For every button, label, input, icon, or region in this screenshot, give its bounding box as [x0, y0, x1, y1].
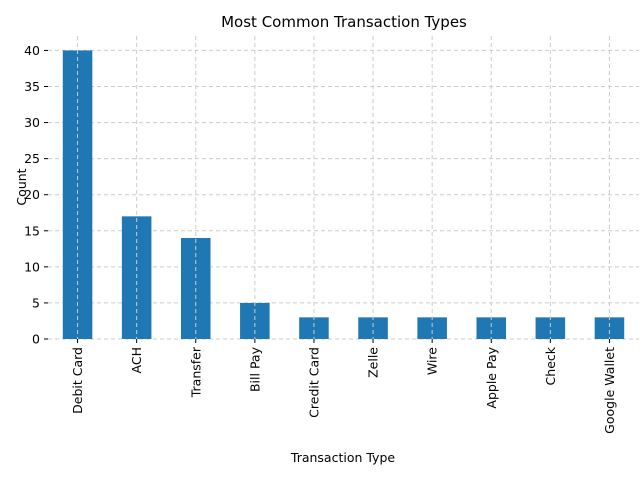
bar [476, 317, 507, 339]
bar [299, 317, 329, 339]
x-tick-label: ACH [129, 347, 144, 373]
y-tick-label: 15 [24, 223, 40, 238]
bar [594, 317, 625, 339]
bar [417, 317, 447, 339]
x-tick-label: Debit Card [70, 347, 85, 414]
y-tick-label: 10 [24, 259, 40, 274]
grid-overlay [77, 36, 610, 339]
x-tick-label: Google Wallet [602, 347, 617, 434]
y-tick-label: 0 [32, 332, 40, 347]
chart-title: Most Common Transaction Types [221, 13, 467, 31]
bar [535, 317, 566, 339]
x-axis: Debit Card ACH Transfer Bill Pay Credit Card… [70, 339, 617, 434]
y-tick-label: 35 [24, 79, 40, 94]
x-tick-label: Transfer [188, 346, 203, 398]
x-tick-label: Apple Pay [484, 346, 499, 408]
x-axis-label: Transaction Type [290, 450, 396, 465]
y-tick-label: 20 [24, 187, 40, 202]
x-tick-label: Credit Card [306, 347, 321, 418]
y-axis-label: Count [14, 168, 29, 205]
x-tick-label: Zelle [366, 347, 381, 378]
bar [358, 317, 388, 339]
y-tick-label: 5 [32, 295, 40, 310]
y-axis: 0 5 10 15 20 25 30 35 40 [24, 43, 48, 347]
y-tick-label: 40 [24, 43, 40, 58]
x-tick-label: Wire [425, 347, 440, 375]
x-tick-label: Bill Pay [247, 346, 262, 392]
y-tick-label: 25 [24, 151, 40, 166]
x-tick-label: Check [543, 346, 558, 385]
y-tick-label: 30 [24, 115, 40, 130]
